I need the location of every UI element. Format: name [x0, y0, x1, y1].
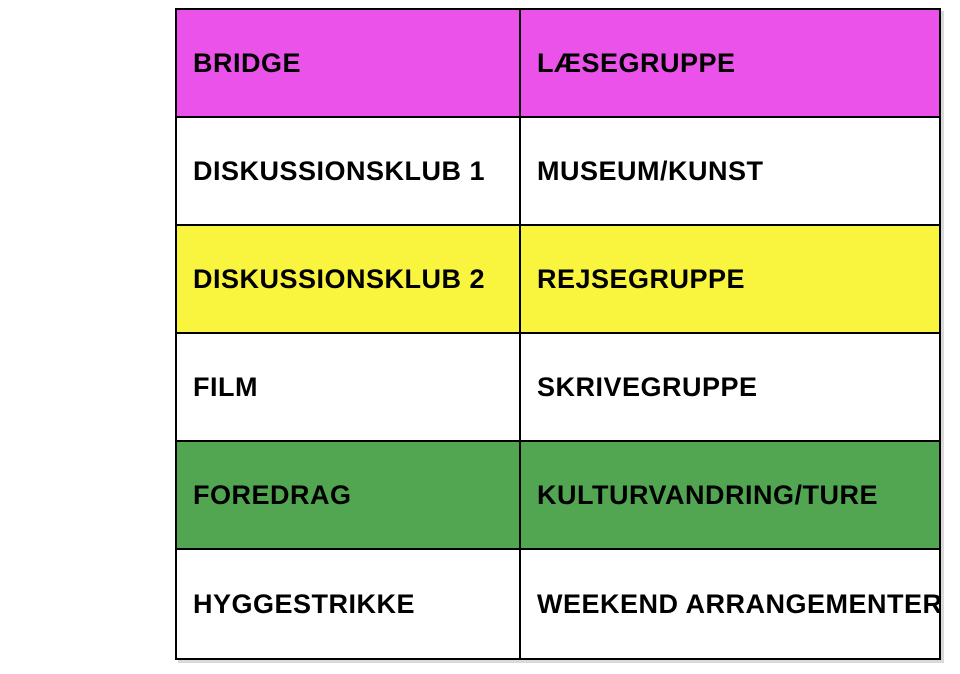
- table-cell: FILM: [177, 334, 521, 440]
- table-cell: WEEKEND ARRANGEMENTER: [537, 588, 939, 619]
- table-cell: BRIDGE: [177, 10, 521, 116]
- table-row: BRIDGE LÆSEGRUPPE: [177, 10, 939, 118]
- table-cell: HYGGESTRIKKE: [177, 550, 521, 658]
- activities-table: BRIDGE LÆSEGRUPPE DISKUSSIONSKLUB 1 MUSE…: [175, 8, 941, 660]
- table-cell: REJSEGRUPPE: [537, 263, 746, 294]
- table-cell: MUSEUM/KUNST: [537, 155, 764, 186]
- table-cell: FOREDRAG: [177, 442, 521, 548]
- table-cell: KULTURVANDRING/TURE: [537, 479, 878, 510]
- table-cell: DISKUSSIONSKLUB 2: [177, 226, 521, 332]
- table-cell: SKRIVEGRUPPE: [537, 371, 758, 402]
- table-row: FILM SKRIVEGRUPPE: [177, 334, 939, 442]
- table-row: DISKUSSIONSKLUB 2 REJSEGRUPPE: [177, 226, 939, 334]
- table-row: HYGGESTRIKKE WEEKEND ARRANGEMENTER: [177, 550, 939, 658]
- table-cell: DISKUSSIONSKLUB 1: [177, 118, 521, 224]
- table-row: FOREDRAG KULTURVANDRING/TURE: [177, 442, 939, 550]
- table-row: DISKUSSIONSKLUB 1 MUSEUM/KUNST: [177, 118, 939, 226]
- table-cell: LÆSEGRUPPE: [537, 47, 736, 78]
